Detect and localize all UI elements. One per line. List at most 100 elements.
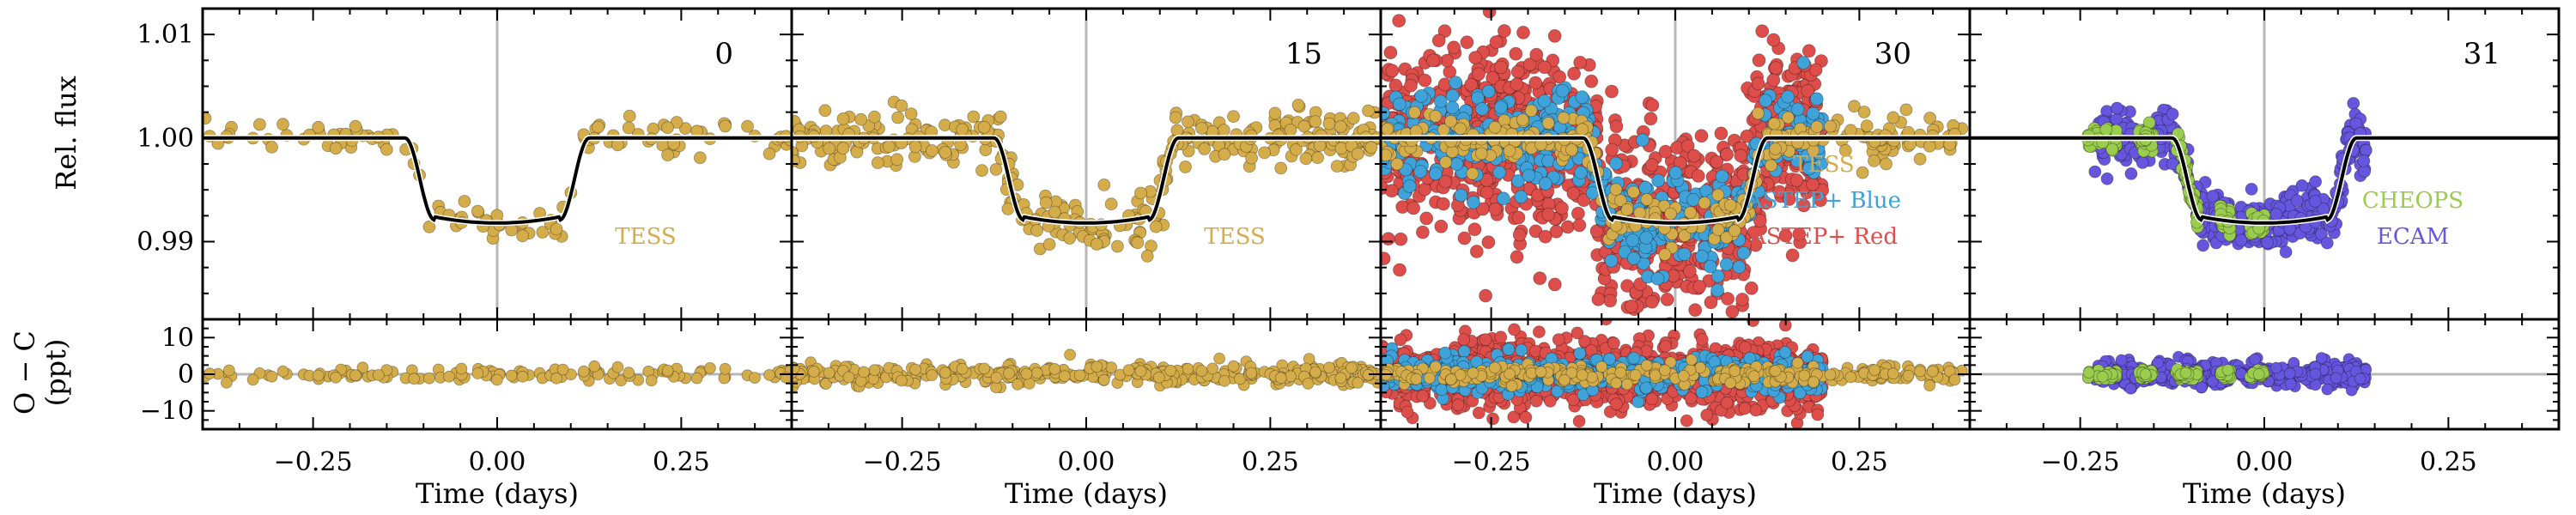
residual-point-tess	[842, 371, 855, 384]
data-point-tess	[1720, 231, 1734, 245]
data-point-tess	[1445, 145, 1459, 159]
residual-point-tess	[1012, 378, 1024, 391]
data-point-astep-red	[1759, 196, 1773, 210]
data-point-astep-red	[1547, 277, 1562, 292]
residual-point-astep-red	[1700, 409, 1714, 421]
residual-point-tess	[926, 369, 939, 382]
residual-point-tess	[1886, 367, 1899, 380]
residual-point-tess	[490, 373, 503, 386]
data-point-tess	[1268, 106, 1282, 120]
data-point-tess	[550, 222, 563, 236]
data-point-astep-blue	[1806, 106, 1820, 121]
data-point-astep-red	[1605, 142, 1619, 157]
data-point-astep-red	[1438, 174, 1453, 189]
residual-point-tess	[820, 378, 832, 390]
data-point-tess	[1169, 111, 1182, 124]
data-point-astep-red	[1393, 263, 1406, 277]
data-point-tess	[490, 209, 504, 222]
residual-point-tess	[1182, 362, 1194, 375]
residual-point-astep-red	[1494, 330, 1508, 344]
data-point-astep-red	[1431, 33, 1446, 48]
residual-point-astep-red	[1567, 393, 1580, 407]
data-point-tess	[1609, 183, 1623, 197]
data-point-astep-red	[1752, 53, 1766, 68]
residual-point-tess	[1769, 365, 1782, 378]
data-point-tess	[693, 151, 707, 165]
data-point-astep-red	[1434, 219, 1449, 233]
residual-point-tess	[1798, 369, 1811, 382]
data-point-tess	[1351, 147, 1364, 161]
x-tick-label: −0.25	[863, 447, 942, 477]
residual-point-tess	[1824, 368, 1837, 381]
residual-point-tess	[1467, 367, 1479, 379]
residual-point-astep-red	[1451, 398, 1465, 412]
residual-point-tess	[645, 374, 658, 387]
residual-point-tess	[1309, 366, 1321, 379]
residual-point-tess	[372, 368, 385, 381]
data-point-astep-red	[1467, 222, 1482, 237]
data-point-astep-red	[1744, 281, 1759, 295]
data-point-astep-red	[1488, 202, 1503, 216]
residual-point-tess	[690, 372, 703, 385]
residual-point-tess	[1195, 365, 1208, 378]
residual-point-tess	[1213, 352, 1225, 365]
data-point-astep-red	[1381, 251, 1391, 266]
data-point-astep-blue	[1429, 167, 1443, 181]
data-point-astep-red	[1529, 47, 1544, 62]
data-point-tess	[1658, 248, 1672, 261]
data-point-astep-blue	[1790, 102, 1805, 117]
data-point-tess	[1274, 161, 1288, 175]
data-point-astep-red	[1549, 224, 1564, 239]
data-point-astep-red	[1584, 74, 1599, 88]
data-point-tess	[1847, 100, 1861, 113]
legend-entry-tess: TESS	[1204, 224, 1266, 250]
data-point-astep-red	[1796, 198, 1811, 213]
data-point-tess	[1381, 122, 1394, 136]
data-point-tess	[1330, 160, 1344, 173]
data-point-tess	[1042, 238, 1056, 251]
data-point-astep-red	[1384, 184, 1399, 198]
data-point-tess	[1613, 194, 1627, 207]
data-point-astep-red	[1808, 63, 1823, 77]
data-point-astep-blue	[1719, 257, 1734, 271]
data-point-tess	[1408, 106, 1421, 119]
residual-point-tess	[611, 360, 624, 373]
data-point-astep-red	[1426, 53, 1440, 68]
data-point-tess	[670, 116, 683, 129]
data-point-tess	[939, 118, 951, 132]
residual-point-tess	[1902, 369, 1915, 382]
data-point-tess	[312, 120, 325, 134]
x-tick-label: −0.25	[274, 447, 353, 477]
residual-point-tess	[1346, 361, 1358, 374]
data-point-astep-red	[1766, 33, 1781, 47]
residual-point-tess	[1649, 369, 1662, 382]
data-point-tess	[1711, 223, 1725, 237]
residual-point-tess	[312, 369, 325, 382]
data-point-astep-red	[1692, 279, 1707, 294]
data-point-astep-blue	[1638, 180, 1652, 195]
data-point-astep-red	[1383, 45, 1398, 60]
data-point-tess	[762, 147, 776, 161]
data-point-tess	[265, 140, 278, 154]
data-point-astep-red	[1789, 173, 1804, 187]
data-point-tess	[967, 110, 981, 124]
residual-point-tess	[1234, 373, 1246, 385]
data-point-astep-red	[1498, 24, 1511, 38]
data-point-astep-blue	[1715, 169, 1729, 184]
data-point-astep-blue	[1801, 161, 1816, 176]
data-point-tess	[1149, 220, 1163, 233]
residual-point-astep-blue	[1627, 351, 1641, 365]
residual-point-astep-red	[1738, 402, 1752, 415]
x-tick-label: 0.25	[653, 447, 710, 477]
data-point-astep-blue	[1454, 188, 1468, 203]
data-point-astep-red	[1510, 64, 1525, 79]
residual-point-tess	[1844, 371, 1857, 384]
residual-point-tess	[1152, 371, 1165, 384]
data-point-tess	[252, 118, 266, 131]
data-point-astep-red	[1660, 292, 1674, 306]
residual-point-astep-blue	[1515, 343, 1528, 357]
data-point-astep-red	[1555, 201, 1569, 215]
data-point-tess	[623, 109, 636, 123]
